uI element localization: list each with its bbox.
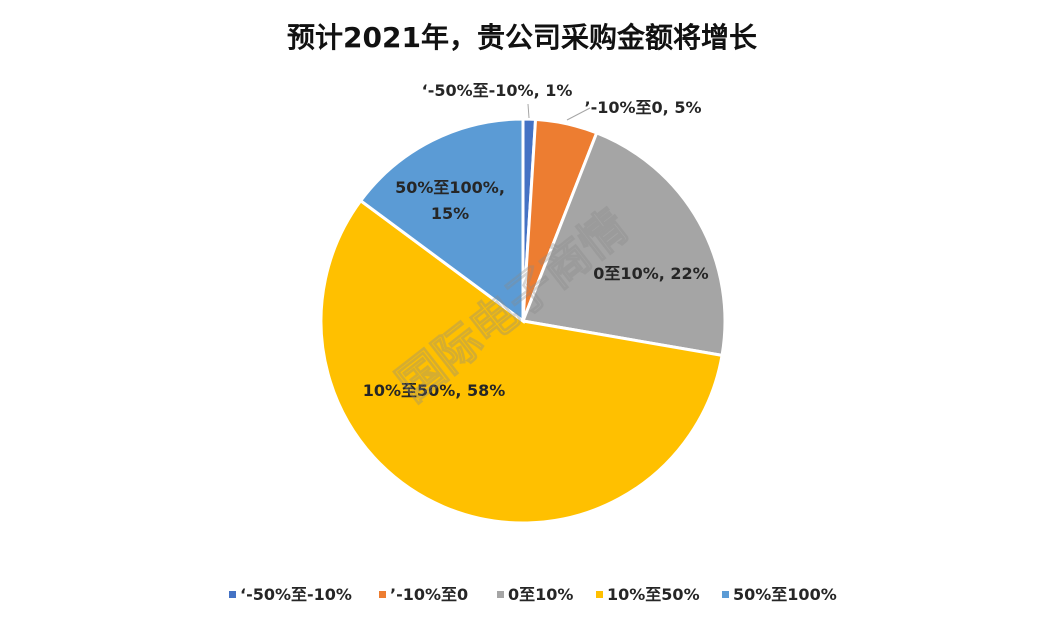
- legend-item-50-10: ‘-50%至-10%: [229, 585, 352, 604]
- data-label-10-50: 10%至50%, 58%: [363, 381, 506, 400]
- pie-slice-0-10: [520, 130, 727, 358]
- legend-swatch: [229, 591, 236, 598]
- data-label-50-10: ‘-50%至-10%, 1%: [422, 81, 573, 100]
- legend-label: 10%至50%: [607, 585, 700, 604]
- data-label-0-10: 0至10%, 22%: [593, 264, 708, 283]
- leader-lines: [527, 103, 591, 121]
- legend-label: 50%至100%: [733, 585, 837, 604]
- chart-title: 预计2021年，贵公司采购金额将增长: [287, 21, 757, 54]
- legend-swatch: [596, 591, 603, 598]
- leader-line-50-10: [527, 103, 530, 119]
- legend-item-10-0: ’-10%至0: [379, 585, 468, 604]
- pie-slice-10-50: [319, 198, 724, 525]
- legend-swatch: [379, 591, 386, 598]
- data-labels: ‘-50%至-10%, 1% ’-10%至0, 5% 0至10%, 22% 10%至5…: [363, 81, 709, 400]
- legend-swatch: [722, 591, 729, 598]
- legend-label: ‘-50%至-10%: [240, 585, 352, 604]
- legend-item-50-100: 50%至100%: [722, 585, 837, 604]
- pie-slice-50-100: [358, 117, 525, 324]
- leader-line-10-0: [566, 107, 591, 121]
- legend-item-0-10: 0至10%: [497, 585, 573, 604]
- legend-label: 0至10%: [508, 585, 573, 604]
- data-label-10-0: ’-10%至0, 5%: [585, 98, 702, 117]
- legend-label: ’-10%至0: [390, 585, 468, 604]
- legend: ‘-50%至-10% ’-10%至0 0至10% 10%至50% 50%至100%: [229, 585, 837, 604]
- legend-item-10-50: 10%至50%: [596, 585, 700, 604]
- legend-swatch: [497, 591, 504, 598]
- data-label-50-100: 50%至100%, 15%: [395, 178, 505, 223]
- pie-slices: [319, 117, 727, 525]
